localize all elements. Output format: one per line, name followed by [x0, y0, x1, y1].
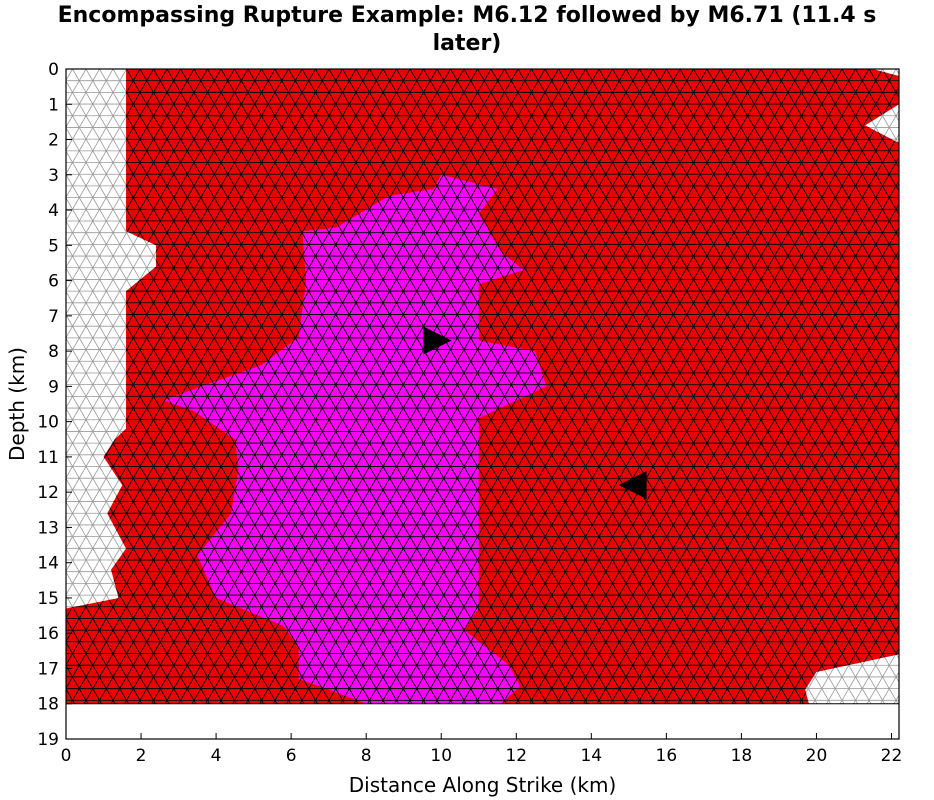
y-tick-label: 0	[48, 60, 59, 80]
x-tick-label: 20	[806, 746, 828, 766]
x-tick-label: 2	[136, 746, 147, 766]
y-tick-label: 19	[37, 730, 59, 750]
x-tick-label: 16	[656, 746, 678, 766]
y-axis-label: Depth (km)	[5, 347, 29, 461]
x-tick-label: 0	[61, 746, 72, 766]
y-tick-label: 18	[37, 695, 59, 715]
y-tick-label: 12	[37, 483, 59, 503]
x-tick-label: 4	[211, 746, 222, 766]
y-tick-label: 5	[48, 236, 59, 256]
second-event-hypocenter-marker	[618, 471, 647, 500]
y-tick-label: 4	[48, 201, 59, 221]
x-tick-label: 18	[731, 746, 753, 766]
x-tick-label: 22	[881, 746, 903, 766]
y-tick-label: 13	[37, 518, 59, 538]
x-tick-label: 12	[505, 746, 527, 766]
x-tick-label: 10	[430, 746, 452, 766]
x-axis-label: Distance Along Strike (km)	[349, 773, 617, 797]
y-tick-label: 3	[48, 166, 59, 186]
ruptured-mesh-grid	[66, 69, 899, 704]
y-tick-label: 1	[48, 95, 59, 115]
y-tick-label: 15	[37, 589, 59, 609]
plot-frame	[65, 68, 900, 740]
y-tick-label: 16	[37, 624, 59, 644]
x-tick-label: 8	[361, 746, 372, 766]
y-tick-label: 17	[37, 659, 59, 679]
y-tick-label: 7	[48, 307, 59, 327]
y-tick-label: 10	[37, 413, 59, 433]
first-event-hypocenter-marker	[423, 326, 452, 355]
y-tick-label: 14	[37, 554, 59, 574]
chart-title-line-1: Encompassing Rupture Example: M6.12 foll…	[57, 3, 877, 28]
chart-title-line-2: later)	[432, 31, 502, 56]
y-tick-label: 6	[48, 272, 59, 292]
y-tick-label: 2	[48, 131, 59, 151]
y-tick-label: 11	[37, 448, 59, 468]
chart-title: Encompassing Rupture Example: M6.12 foll…	[0, 2, 934, 58]
x-tick-label: 6	[286, 746, 297, 766]
x-tick-label: 14	[580, 746, 602, 766]
x-axis: 0 2 4 6 8 10 12 14 16 18 20 22	[61, 733, 903, 766]
y-tick-label: 8	[48, 342, 59, 362]
y-tick-label: 9	[48, 377, 59, 397]
